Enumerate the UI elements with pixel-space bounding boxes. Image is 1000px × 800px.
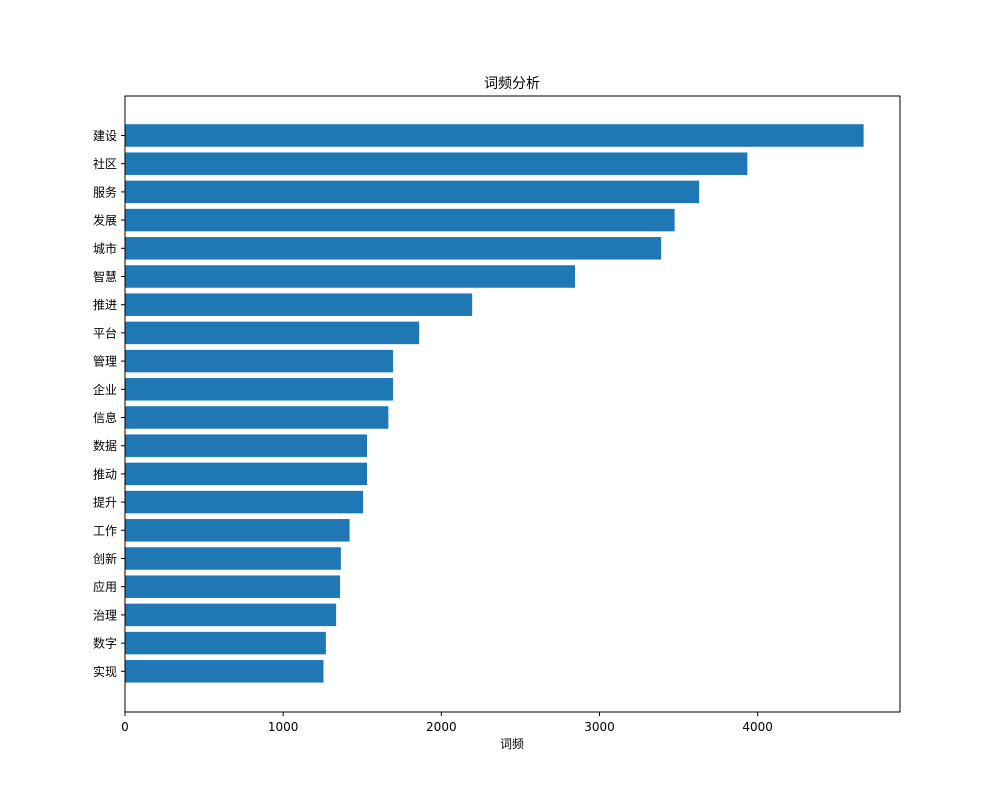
y-tick-label: 智慧 — [93, 269, 117, 284]
y-tick-label: 城市 — [93, 241, 117, 256]
x-axis-label: 词频 — [500, 737, 524, 751]
x-tick-label: 4000 — [742, 720, 773, 734]
x-tick-label: 0 — [121, 720, 129, 734]
bar-15 — [125, 519, 350, 542]
bar-14 — [125, 490, 364, 514]
y-tick-label: 数字 — [93, 636, 117, 651]
bar-17 — [125, 575, 341, 598]
y-tick-label: 平台 — [93, 325, 117, 340]
y-tick-label: 治理 — [93, 608, 117, 622]
bar-4 — [125, 208, 675, 232]
bar-12 — [125, 434, 367, 457]
y-tick-label: 企业 — [93, 382, 117, 397]
y-tick-label: 创新 — [93, 551, 117, 566]
bar-6 — [125, 265, 575, 288]
bar-2 — [125, 152, 748, 175]
x-axis-ticks: 0 1000 2000 3000 4000 — [121, 712, 773, 734]
bar-5 — [125, 237, 662, 260]
bars-group — [125, 124, 864, 683]
y-tick-label: 管理 — [93, 354, 117, 369]
x-tick-label: 3000 — [584, 720, 615, 734]
y-tick-label: 信息 — [93, 410, 117, 425]
y-tick-label: 工作 — [93, 524, 117, 538]
y-tick-label: 实现 — [93, 664, 117, 679]
bar-16 — [125, 547, 341, 570]
y-tick-label: 推进 — [93, 298, 117, 312]
bar-13 — [125, 462, 367, 486]
plot-area-frame — [124, 95, 901, 713]
y-tick-label: 发展 — [93, 213, 117, 228]
y-tick-label: 社区 — [93, 156, 117, 171]
bar-8 — [125, 321, 420, 345]
bar-7 — [125, 293, 473, 316]
x-tick-label: 2000 — [426, 720, 457, 734]
bar-19 — [125, 631, 326, 655]
bar-20 — [125, 660, 324, 683]
bar-9 — [125, 349, 394, 373]
y-tick-label: 服务 — [93, 184, 117, 199]
x-tick-label: 1000 — [268, 720, 299, 734]
y-tick-label: 提升 — [93, 495, 117, 510]
y-tick-label: 推动 — [93, 467, 117, 481]
bar-11 — [125, 406, 389, 429]
bar-3 — [125, 180, 700, 204]
bar-1 — [125, 124, 864, 147]
y-tick-label: 建设 — [93, 129, 117, 143]
y-tick-label: 应用 — [93, 579, 117, 594]
bar-10 — [125, 378, 394, 401]
chart-title: 词频分析 — [484, 76, 540, 92]
y-tick-label: 数据 — [93, 438, 117, 453]
bar-18 — [125, 603, 337, 627]
